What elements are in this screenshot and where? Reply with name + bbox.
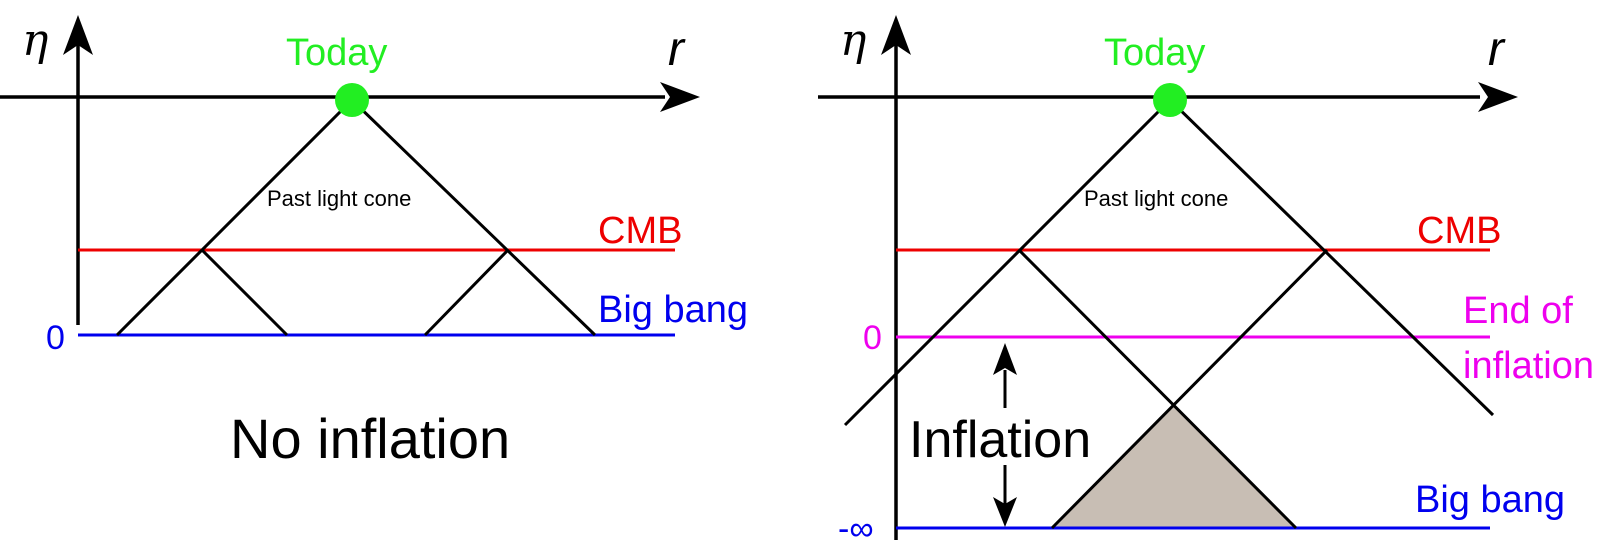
left-eta-arrowhead	[63, 15, 93, 55]
left-r-label: r	[668, 23, 686, 76]
left-today-label: Today	[286, 32, 387, 74]
left-big-bang-label: Big bang	[598, 289, 748, 331]
right-past-light-cone-left	[843, 98, 1172, 427]
right-panel: η r Today Past light cone CMB End of inf…	[818, 15, 1594, 548]
right-zero-tick: 0	[863, 319, 882, 357]
right-eta-arrowhead	[881, 15, 911, 55]
left-r-arrowhead	[660, 82, 700, 112]
right-minus-infinity-tick: -∞	[838, 510, 874, 548]
right-cmb-cone-right	[1050, 248, 1329, 530]
right-cmb-label: CMB	[1417, 210, 1501, 252]
left-eta-label: η	[22, 15, 48, 66]
right-inflation-arrowhead-up	[993, 343, 1017, 375]
left-caption: No inflation	[230, 407, 510, 470]
right-end-of-inflation-label-1: End of	[1463, 290, 1573, 332]
right-r-label: r	[1488, 23, 1506, 76]
right-big-bang-label: Big bang	[1415, 479, 1565, 521]
left-cone-label: Past light cone	[267, 186, 411, 211]
right-overlap-triangle	[1052, 406, 1296, 528]
right-inflation-label: Inflation	[909, 411, 1091, 469]
left-cmb-cone-left	[200, 248, 289, 337]
right-cmb-cone-left	[1017, 248, 1298, 530]
right-today-label: Today	[1104, 32, 1205, 74]
right-today-dot	[1153, 83, 1187, 117]
right-inflation-arrowhead-down	[993, 497, 1017, 527]
right-eta-label: η	[840, 15, 866, 66]
left-past-light-cone	[115, 97, 597, 337]
right-cone-label: Past light cone	[1084, 186, 1228, 211]
left-today-dot	[335, 83, 369, 117]
left-zero-tick: 0	[46, 319, 65, 357]
right-r-arrowhead	[1478, 82, 1518, 112]
left-cmb-cone-right	[423, 248, 510, 337]
right-past-light-cone-right	[1168, 98, 1495, 417]
left-cmb-label: CMB	[598, 210, 682, 252]
left-panel: η r Today Past light cone CMB Big bang 0…	[0, 15, 748, 470]
right-end-of-inflation-label-2: inflation	[1463, 345, 1594, 387]
